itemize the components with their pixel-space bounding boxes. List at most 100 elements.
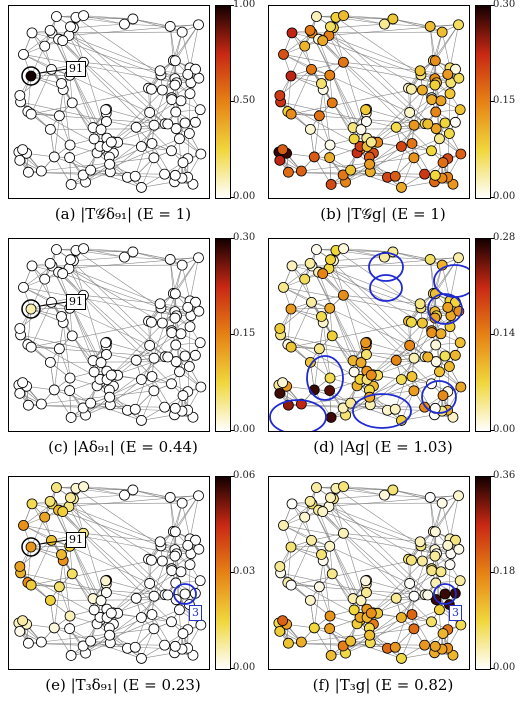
graph-edge bbox=[189, 24, 199, 68]
graph-edge bbox=[279, 540, 312, 567]
vertex-91-pointer bbox=[39, 539, 68, 545]
graph-edge bbox=[429, 259, 436, 294]
graph-vertex bbox=[182, 301, 194, 313]
graph-vertex bbox=[88, 366, 100, 378]
highlight-circle bbox=[352, 393, 412, 429]
graph-edge bbox=[132, 251, 171, 260]
graph-vertex bbox=[434, 604, 445, 616]
graph-vertex bbox=[364, 158, 375, 170]
highlight-circle bbox=[421, 380, 457, 414]
graph-vertex bbox=[325, 179, 337, 190]
graph-frame bbox=[8, 5, 210, 199]
colorbar-label-max: 0.36 bbox=[493, 470, 516, 481]
graph-vertex bbox=[85, 397, 97, 409]
colorbar-tick bbox=[230, 5, 234, 6]
graph-vertex bbox=[435, 566, 447, 578]
graph-vertex bbox=[170, 123, 182, 135]
colorbar bbox=[215, 238, 231, 432]
graph-vertex bbox=[156, 317, 168, 329]
graph-vertex bbox=[324, 152, 336, 163]
graph-vertex bbox=[430, 339, 442, 351]
graph-vertex bbox=[408, 385, 420, 397]
graph-vertex bbox=[194, 575, 206, 587]
graph-vertex bbox=[146, 83, 157, 95]
graph-vertex bbox=[439, 588, 451, 600]
graph-edge bbox=[30, 45, 45, 77]
graph-vertex bbox=[57, 35, 69, 46]
graph-plot bbox=[273, 481, 467, 664]
graph-vertex bbox=[442, 539, 454, 551]
graph-edge bbox=[318, 271, 415, 359]
graph-vertex bbox=[14, 625, 26, 637]
graph-vertex bbox=[406, 83, 417, 95]
graph-edge bbox=[322, 560, 331, 617]
graph-vertex bbox=[360, 575, 372, 587]
graph-vertex bbox=[53, 110, 65, 122]
graph-edge bbox=[28, 404, 165, 408]
graph-edge bbox=[30, 278, 45, 310]
graph-vertex bbox=[406, 554, 417, 566]
graph-vertex bbox=[146, 138, 158, 149]
graph-plot bbox=[269, 243, 469, 431]
graph-vertex bbox=[326, 97, 338, 109]
graph-vertex bbox=[419, 401, 430, 413]
graph-vertex bbox=[26, 498, 38, 510]
graph-vertex bbox=[408, 352, 420, 364]
graph-vertex bbox=[154, 298, 166, 310]
graph-vertex bbox=[365, 369, 377, 381]
graph-edge bbox=[370, 379, 402, 406]
graph-vertex bbox=[78, 10, 89, 22]
graph-edge bbox=[56, 249, 133, 253]
graph-edge bbox=[110, 146, 142, 173]
graph-vertex bbox=[130, 121, 142, 133]
highlight-circle bbox=[173, 583, 197, 605]
graph-vertex bbox=[176, 26, 188, 38]
colorbar-label-min: 0.00 bbox=[493, 424, 516, 435]
graph-vertex bbox=[159, 401, 170, 413]
graph-edge bbox=[279, 302, 312, 329]
graph-vertex bbox=[426, 616, 437, 628]
graph-vertex bbox=[148, 352, 160, 364]
graph-edge bbox=[283, 287, 437, 317]
graph-edge bbox=[449, 24, 459, 68]
graph-edge bbox=[169, 26, 176, 61]
graph-edge bbox=[370, 617, 402, 644]
colorbar-tick bbox=[230, 430, 234, 431]
graph-vertex bbox=[285, 579, 297, 591]
graph-vertex bbox=[190, 63, 201, 75]
graph-edge bbox=[283, 54, 437, 84]
graph-vertex bbox=[285, 108, 297, 120]
graph-vertex bbox=[14, 323, 26, 334]
graph-edge bbox=[28, 642, 182, 650]
graph-vertex bbox=[170, 356, 182, 368]
graph-vertex bbox=[148, 119, 160, 131]
graph-edge bbox=[124, 494, 171, 498]
graph-edge bbox=[20, 334, 137, 361]
graph-vertex bbox=[422, 118, 434, 130]
graph-vertex bbox=[129, 403, 141, 415]
graph-vertex bbox=[429, 55, 441, 67]
graph-vertex bbox=[195, 619, 207, 631]
graph-edge bbox=[288, 171, 425, 175]
graph-vertex bbox=[308, 151, 320, 163]
graph-edge bbox=[51, 503, 172, 623]
graph-vertex bbox=[436, 497, 448, 509]
graph-edge bbox=[134, 531, 176, 648]
graph-vertex bbox=[51, 482, 62, 493]
graph-vertex bbox=[278, 48, 289, 60]
graph-edge bbox=[290, 516, 305, 548]
graph-vertex bbox=[437, 390, 449, 401]
graph-edge bbox=[189, 495, 199, 539]
graph-vertex bbox=[169, 288, 181, 300]
graph-vertex bbox=[313, 343, 325, 355]
graph-vertex bbox=[317, 268, 329, 279]
graph-vertex bbox=[177, 628, 189, 639]
graph-edge bbox=[173, 257, 199, 294]
colorbar-tick bbox=[230, 197, 234, 198]
graph-vertex bbox=[193, 19, 204, 31]
graph-vertex bbox=[285, 341, 297, 353]
graph-vertex bbox=[387, 13, 399, 25]
graph-vertex bbox=[387, 484, 399, 496]
graph-vertex bbox=[189, 116, 201, 128]
graph-vertex bbox=[64, 372, 76, 384]
